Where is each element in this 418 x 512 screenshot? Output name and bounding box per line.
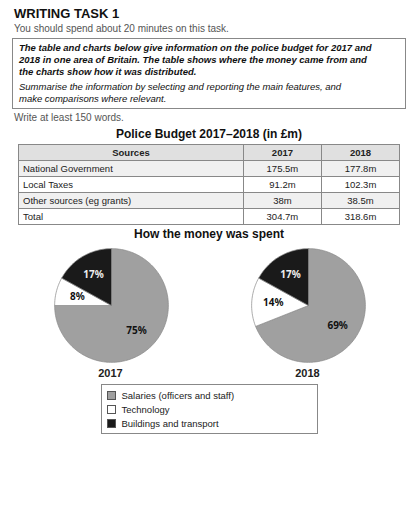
- html-text:38m: 38m: [273, 195, 292, 206]
- html-text:Technology: Technology: [121, 403, 170, 415]
- html-text:304.7m: 304.7m: [266, 211, 299, 222]
- html-text:You should spend about 20 minu: You should spend about 20 minutes on thi…: [14, 23, 229, 34]
- html-text:make comparisons where relevan: make comparisons where relevant.: [19, 93, 167, 104]
- html-text:2017: 2017: [271, 147, 293, 158]
- html-text:Summarise the information by s: Summarise the information by selecting a…: [19, 81, 342, 92]
- html-text:Sources: Sources: [112, 147, 150, 158]
- html-text:How the money was spent: How the money was spent: [134, 227, 284, 241]
- html-text:2017: 2017: [98, 367, 123, 379]
- html-text:the charts show how it was dis: the charts show how it was distributed.: [19, 66, 197, 77]
- html-text:102.3m: 102.3m: [344, 179, 377, 190]
- svg-text:14%: 14%: [263, 295, 283, 309]
- html-text:Total: Total: [23, 211, 44, 222]
- html-text:The table and charts below giv: The table and charts below give informat…: [19, 42, 372, 53]
- html-text:National Government: National Government: [23, 163, 113, 174]
- html-text:WRITING TASK 1: WRITING TASK 1: [14, 6, 120, 21]
- svg-text:17%: 17%: [280, 267, 300, 281]
- html-text:318.6m: 318.6m: [344, 211, 377, 222]
- svg-text:17%: 17%: [83, 267, 103, 281]
- html-text:177.8m: 177.8m: [344, 163, 377, 174]
- html-text:Write at least 150 words.: Write at least 150 words.: [14, 112, 124, 123]
- html-text:91.2m: 91.2m: [269, 179, 296, 190]
- svg-text:8%: 8%: [69, 289, 84, 303]
- svg-text:75%: 75%: [126, 323, 146, 337]
- html-text:2018: 2018: [349, 147, 371, 158]
- html-text:Local Taxes: Local Taxes: [23, 179, 73, 190]
- html-text:Other sources (eg grants): Other sources (eg grants): [23, 195, 132, 206]
- html-text:Police Budget 2017–2018 (in £m: Police Budget 2017–2018 (in £m): [116, 127, 302, 141]
- html-text:2018 in one area of Britain. T: 2018 in one area of Britain. The table s…: [19, 54, 367, 65]
- svg-text:69%: 69%: [327, 318, 347, 332]
- html-text:38.5m: 38.5m: [347, 195, 374, 206]
- html-text:175.5m: 175.5m: [266, 163, 299, 174]
- html-text:2018: 2018: [295, 367, 320, 379]
- html-text:Buildings and transport: Buildings and transport: [121, 417, 219, 429]
- html-text:Salaries (officers and staff): Salaries (officers and staff): [121, 389, 235, 401]
